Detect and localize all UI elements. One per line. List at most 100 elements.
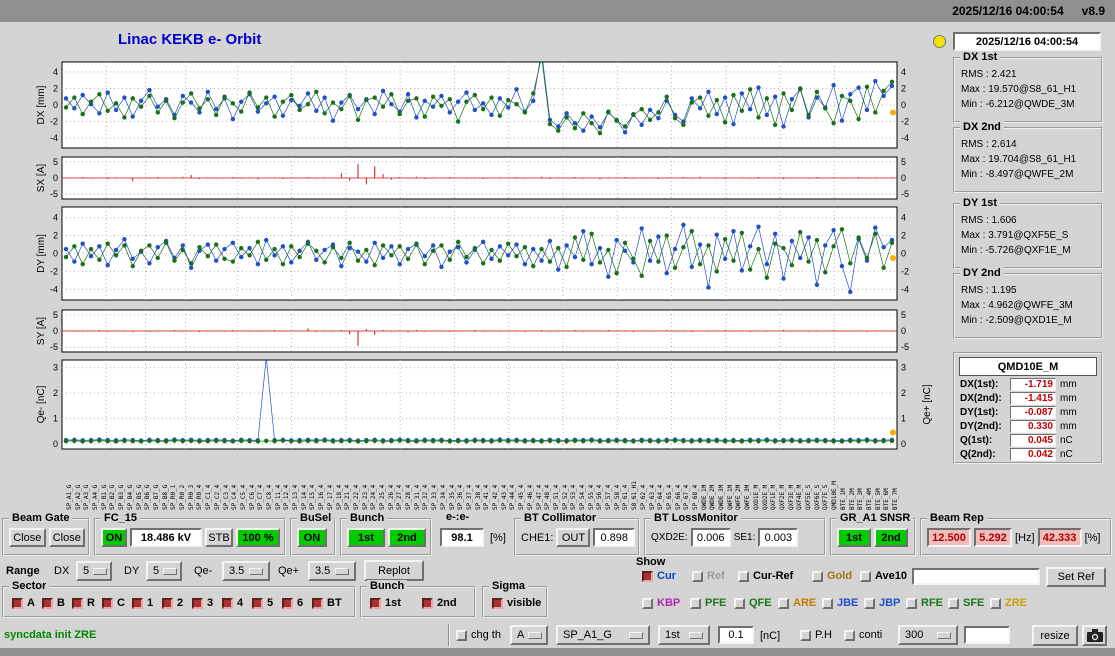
bpm-axis-label: SP_12_4 (283, 484, 291, 510)
bpm-axis-label: QXF5E_S (805, 484, 813, 510)
chart-dx[interactable]: 4 42 20 0-2 -2-4 -4DX [mm] (0, 55, 950, 155)
sector-3-label: 3 (207, 597, 214, 609)
stats-min: Min : -6.212@QWDE_3M (961, 99, 1075, 110)
beam-gate-close-button-2[interactable]: Close (48, 528, 85, 547)
sector-6-checkbox[interactable] (282, 597, 293, 609)
chart-dy[interactable]: 4 4 2 2 0 0 -2 -2 -4 -4 DY [mm] (0, 200, 950, 307)
selected-monitor-panel: QMD10E_M DX(1st): -1.719 mm DX(2nd): -1.415… (953, 352, 1103, 464)
show-ave10-checkbox[interactable] (860, 570, 871, 582)
show-cur-ref-checkbox[interactable] (738, 570, 749, 582)
beam-gate-close-button-1[interactable]: Close (9, 528, 46, 547)
sector-a-checkbox[interactable] (12, 597, 23, 609)
bpm-axis-label: SP_A4_G (92, 484, 100, 510)
sector-select[interactable]: A (510, 625, 548, 645)
ph-checkbox[interactable] (800, 629, 811, 641)
chart-sy[interactable]: 5 50 0-5 -5SY [A] (0, 303, 950, 359)
threshold-value-box[interactable]: 0.1 (718, 626, 754, 644)
show-jbe-checkbox[interactable] (822, 597, 833, 609)
camera-button[interactable] (1082, 625, 1107, 646)
show-rfe-checkbox[interactable] (906, 597, 917, 609)
stats-max: Max : 19.704@S8_61_H1 (961, 154, 1077, 165)
bunch-1st-button[interactable]: 1st (347, 528, 385, 547)
set-ref-button[interactable]: Set Ref (1046, 567, 1106, 587)
show-title: Show (636, 556, 666, 568)
fc15-on-button[interactable]: ON (101, 528, 127, 547)
show-pfe-checkbox[interactable] (690, 597, 701, 609)
monitor-row-unit: nC (1060, 435, 1073, 446)
sector-b-checkbox[interactable] (42, 597, 53, 609)
show-zre-checkbox[interactable] (990, 597, 1001, 609)
misc-value-box[interactable] (964, 626, 1010, 644)
bunch-2nd-checkbox[interactable] (422, 597, 433, 609)
bunch-2nd-button[interactable]: 2nd (388, 528, 426, 547)
chart-q[interactable]: 3 3 2 2 1 1 0 0 Qe- [nC] Qe+ [nC] (0, 353, 950, 456)
sync-status-message: syncdata init ZRE (4, 629, 97, 641)
show-qfe-checkbox[interactable] (734, 597, 745, 609)
chart-sx[interactable]: 5 50 0-5 -5SX [A] (0, 150, 950, 206)
bpm-axis-label: QWDE_2M (709, 484, 717, 510)
bunch-select[interactable]: 1st (658, 625, 710, 645)
monitor-row-value: 0.330 (1010, 420, 1056, 433)
beam-rep-hz-label: [Hz] (1015, 531, 1035, 544)
show-sfe-checkbox[interactable] (948, 597, 959, 609)
show-gold-checkbox[interactable] (812, 570, 823, 582)
svg-text:2: 2 (53, 83, 58, 93)
sector-c-label: C (117, 597, 125, 609)
replot-button[interactable]: Replot (364, 560, 424, 581)
sector-3-checkbox[interactable] (192, 597, 203, 609)
sector-c-checkbox[interactable] (102, 597, 113, 609)
show-are-checkbox[interactable] (778, 597, 789, 609)
sector-5-checkbox[interactable] (252, 597, 263, 609)
bpm-axis-label: SP_C3_4 (222, 484, 230, 510)
titlebar-datetime: 2025/12/16 04:00:54 (952, 4, 1064, 18)
bpm-axis-label: SP_44_4 (509, 484, 517, 510)
range-qem-select[interactable]: 3.5 (222, 561, 270, 581)
show-pfe-label: PFE (705, 597, 727, 609)
che1-value-readout: 0.898 (593, 528, 635, 547)
range-dx-select[interactable]: 5 (76, 561, 112, 581)
svg-text:5: 5 (901, 310, 906, 320)
monitor-select[interactable]: SP_A1_G (556, 625, 650, 645)
range-qep-select[interactable]: 3.5 (308, 561, 356, 581)
sector-2-checkbox[interactable] (162, 597, 173, 609)
show-cur-checkbox[interactable] (642, 570, 653, 582)
bunch-1st-checkbox[interactable] (370, 597, 381, 609)
fc15-percent-readout: 100 % (236, 528, 280, 547)
sector-r-checkbox[interactable] (72, 597, 83, 609)
sector-4-checkbox[interactable] (222, 597, 233, 609)
svg-text:1: 1 (901, 413, 906, 423)
sector-bt-checkbox[interactable] (312, 597, 323, 609)
stats-max: Max : 4.962@QWFE_3M (961, 300, 1073, 311)
fc15-stb-button[interactable]: STB (205, 528, 233, 547)
resize-button[interactable]: resize (1032, 625, 1078, 646)
beam-rep-value-2: 5.292 (974, 528, 1012, 547)
points-select[interactable]: 300 (898, 625, 958, 645)
gr-snsr-group: GR_A1 SNSR 1st 2nd (830, 512, 916, 556)
ref-file-input[interactable] (912, 568, 1040, 585)
svg-text:-2: -2 (901, 117, 909, 127)
range-dy-select[interactable]: 5 (146, 561, 182, 581)
busel-title: BuSel (297, 512, 335, 525)
svg-text:0: 0 (901, 173, 906, 183)
beam-rep-pct-label: [%] (1084, 531, 1101, 544)
stats-rms: RMS : 1.195 (961, 285, 1017, 296)
bpm-axis-label: SP_45_4 (518, 484, 526, 510)
show-ref-checkbox[interactable] (692, 570, 703, 582)
gr-snsr-2nd-button[interactable]: 2nd (874, 528, 908, 547)
sigma-visible-checkbox[interactable] (492, 597, 503, 609)
chg-th-checkbox[interactable] (456, 629, 467, 641)
option-menu-glyph (163, 567, 178, 575)
show-jbp-checkbox[interactable] (864, 597, 875, 609)
bpm-axis-label: SP_B6_G (144, 484, 152, 510)
bpm-axis-label: SP_15_4 (309, 484, 317, 510)
busel-on-button[interactable]: ON (297, 528, 327, 547)
conti-checkbox[interactable] (844, 629, 855, 641)
monitor-row-label: DX(2nd): (960, 393, 1002, 404)
orbit-charts[interactable]: 4 4 2 2 0 0 -2 -2 -4 -4 DX [mm] 5 5 0 0 -5 -5 SX [A] 4 4 2 2 0… (0, 0, 950, 460)
show-kbp-checkbox[interactable] (642, 597, 653, 609)
bpm-axis-label: SP_C5_4 (239, 484, 247, 510)
sector-1-checkbox[interactable] (132, 597, 143, 609)
monitor-row-unit: mm (1060, 421, 1077, 432)
gr-snsr-1st-button[interactable]: 1st (837, 528, 871, 547)
che1-out-button[interactable]: OUT (556, 528, 591, 547)
